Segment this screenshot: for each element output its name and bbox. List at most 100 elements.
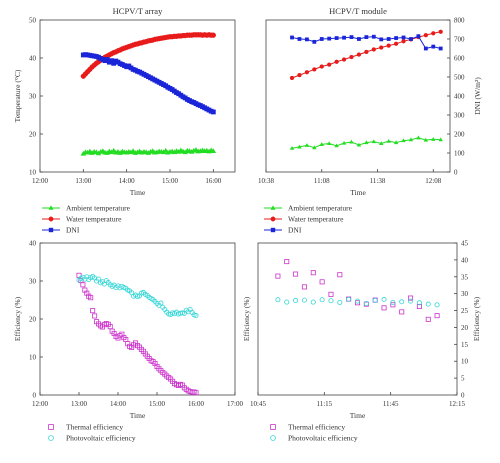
y-right-tick-label: 15 <box>461 341 469 349</box>
plot-frame <box>39 242 236 396</box>
data-point <box>179 310 185 316</box>
series-dni <box>290 34 443 51</box>
chart-panel-3: 12:00 13:00 14:00 15:00 16:00 17:00 Time 0 10 20 3… <box>13 240 243 443</box>
data-point <box>293 297 299 303</box>
x-tick-label: 10:45 <box>250 400 266 408</box>
data-point <box>401 138 406 143</box>
data-point <box>92 313 98 319</box>
x-tick-label: 11:38 <box>370 177 386 185</box>
data-point <box>438 29 443 34</box>
x-axis-label: Time <box>350 411 366 420</box>
data-point <box>319 297 325 303</box>
data-point <box>284 259 290 265</box>
data-point <box>349 139 354 144</box>
data-point <box>364 140 369 145</box>
y-right-tick-label: 45 <box>461 240 469 248</box>
y-right-tick-label: 35 <box>461 273 469 281</box>
x-tick-label: 12:00 <box>32 177 48 185</box>
data-point <box>438 137 443 142</box>
x-tick-label: 16:00 <box>188 400 204 408</box>
y-right-axis-label: DNI (W/m²) <box>473 77 482 115</box>
data-point <box>438 46 443 51</box>
data-point <box>304 37 309 42</box>
legend-label: Ambient temperature <box>288 204 353 213</box>
data-point <box>399 309 405 315</box>
data-point <box>80 282 86 288</box>
data-point <box>363 300 369 306</box>
y-right-axis-label: Efficiency (%) <box>472 296 481 341</box>
legend-marker <box>48 216 54 222</box>
data-point <box>319 64 324 69</box>
x-tick-label: 12:08 <box>425 177 441 185</box>
legend-marker <box>270 205 276 210</box>
x-tick-label: 11:15 <box>316 400 332 408</box>
y-tick-label: 30 <box>29 278 37 286</box>
y-tick-label: 20 <box>29 316 37 324</box>
data-point <box>354 298 360 304</box>
data-point <box>327 36 332 41</box>
legend-marker <box>48 227 54 233</box>
legend-label: Ambient temperature <box>66 204 131 213</box>
data-point <box>354 300 360 306</box>
plot-frame <box>257 242 458 396</box>
data-point <box>371 47 376 52</box>
data-point <box>312 39 317 44</box>
legend-marker <box>270 424 276 430</box>
series-water-temperature <box>80 32 216 79</box>
data-point <box>371 34 376 39</box>
data-point <box>379 45 384 50</box>
y-tick-label: 0 <box>33 392 37 400</box>
data-point <box>416 34 421 39</box>
data-point <box>328 298 334 304</box>
data-point <box>337 272 343 278</box>
data-point <box>289 145 295 150</box>
legend-marker <box>48 205 54 210</box>
y-right-tick-label: 20 <box>461 324 469 332</box>
data-point <box>327 141 332 146</box>
y-tick-label: 20 <box>29 131 37 139</box>
data-point <box>356 142 362 147</box>
data-point <box>158 300 164 306</box>
y-right-tick-label: 0 <box>454 169 458 177</box>
data-point <box>293 271 299 277</box>
series-thermal-efficiency <box>76 272 199 396</box>
data-point <box>364 49 369 55</box>
data-point <box>319 279 325 285</box>
data-point <box>434 313 440 319</box>
data-point <box>193 390 199 396</box>
legend-label: DNI <box>288 226 302 235</box>
y-right-tick-label: 30 <box>461 290 469 298</box>
data-point <box>399 299 405 305</box>
series-ambient-temperature <box>80 147 217 156</box>
series-dni <box>80 52 216 115</box>
data-point <box>349 54 354 60</box>
x-tick-label: 12:00 <box>32 400 48 408</box>
y-right-tick-label: 600 <box>454 55 465 63</box>
chart-title: HCPV/T array <box>113 6 163 16</box>
series-thermal-efficiency <box>275 259 440 322</box>
data-point <box>342 35 346 40</box>
data-point <box>297 72 302 78</box>
data-point <box>379 141 384 146</box>
legend-label: DNI <box>66 226 80 235</box>
y-axis-label: Efficiency (%) <box>242 296 251 341</box>
data-point <box>290 35 294 40</box>
data-point <box>434 302 440 308</box>
data-point <box>381 296 387 302</box>
data-point <box>425 301 431 307</box>
data-point <box>210 109 216 115</box>
data-point <box>408 295 414 301</box>
data-point <box>304 143 310 147</box>
y-right-tick-label: 40 <box>461 256 469 264</box>
x-tick-label: 11:45 <box>383 400 399 408</box>
x-tick-label: 12:15 <box>449 400 465 408</box>
data-point <box>88 295 94 301</box>
data-point <box>334 143 339 148</box>
data-point <box>193 313 199 319</box>
data-point <box>372 297 378 303</box>
data-point <box>312 67 317 72</box>
data-point <box>334 59 339 64</box>
y-tick-label: 50 <box>29 17 37 25</box>
data-point <box>210 32 216 38</box>
